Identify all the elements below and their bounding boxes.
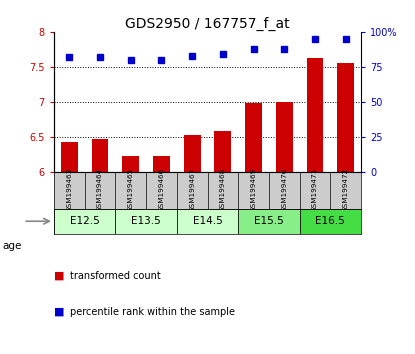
Text: E13.5: E13.5 xyxy=(131,216,161,226)
Bar xyxy=(122,156,139,172)
Text: E14.5: E14.5 xyxy=(193,216,222,226)
Bar xyxy=(61,142,78,172)
Bar xyxy=(307,58,323,172)
Text: E16.5: E16.5 xyxy=(315,216,345,226)
Text: GSM199472: GSM199472 xyxy=(343,167,349,212)
Text: GSM199465: GSM199465 xyxy=(128,167,134,212)
Bar xyxy=(115,209,177,234)
Bar xyxy=(184,135,200,172)
Bar xyxy=(177,209,238,234)
Text: GSM199466: GSM199466 xyxy=(159,167,164,212)
Text: GSM199469: GSM199469 xyxy=(251,167,256,212)
Text: age: age xyxy=(2,241,22,251)
Text: GSM199470: GSM199470 xyxy=(281,167,287,212)
Text: percentile rank within the sample: percentile rank within the sample xyxy=(70,307,235,316)
Bar xyxy=(337,63,354,172)
Bar xyxy=(54,209,115,234)
Text: GSM199464: GSM199464 xyxy=(97,167,103,212)
Text: E12.5: E12.5 xyxy=(70,216,100,226)
Bar xyxy=(215,131,231,172)
Bar xyxy=(245,103,262,172)
Text: GSM199471: GSM199471 xyxy=(312,167,318,212)
Title: GDS2950 / 167757_f_at: GDS2950 / 167757_f_at xyxy=(125,17,290,31)
Text: ■: ■ xyxy=(54,271,68,281)
Bar xyxy=(92,139,108,172)
Text: E15.5: E15.5 xyxy=(254,216,284,226)
Bar xyxy=(238,209,300,234)
Text: GSM199468: GSM199468 xyxy=(220,167,226,212)
Text: transformed count: transformed count xyxy=(70,271,161,281)
Text: GSM199467: GSM199467 xyxy=(189,167,195,212)
Bar xyxy=(300,209,361,234)
Text: ■: ■ xyxy=(54,307,68,316)
Bar xyxy=(153,156,170,172)
Text: GSM199463: GSM199463 xyxy=(66,167,72,212)
Bar xyxy=(276,102,293,172)
